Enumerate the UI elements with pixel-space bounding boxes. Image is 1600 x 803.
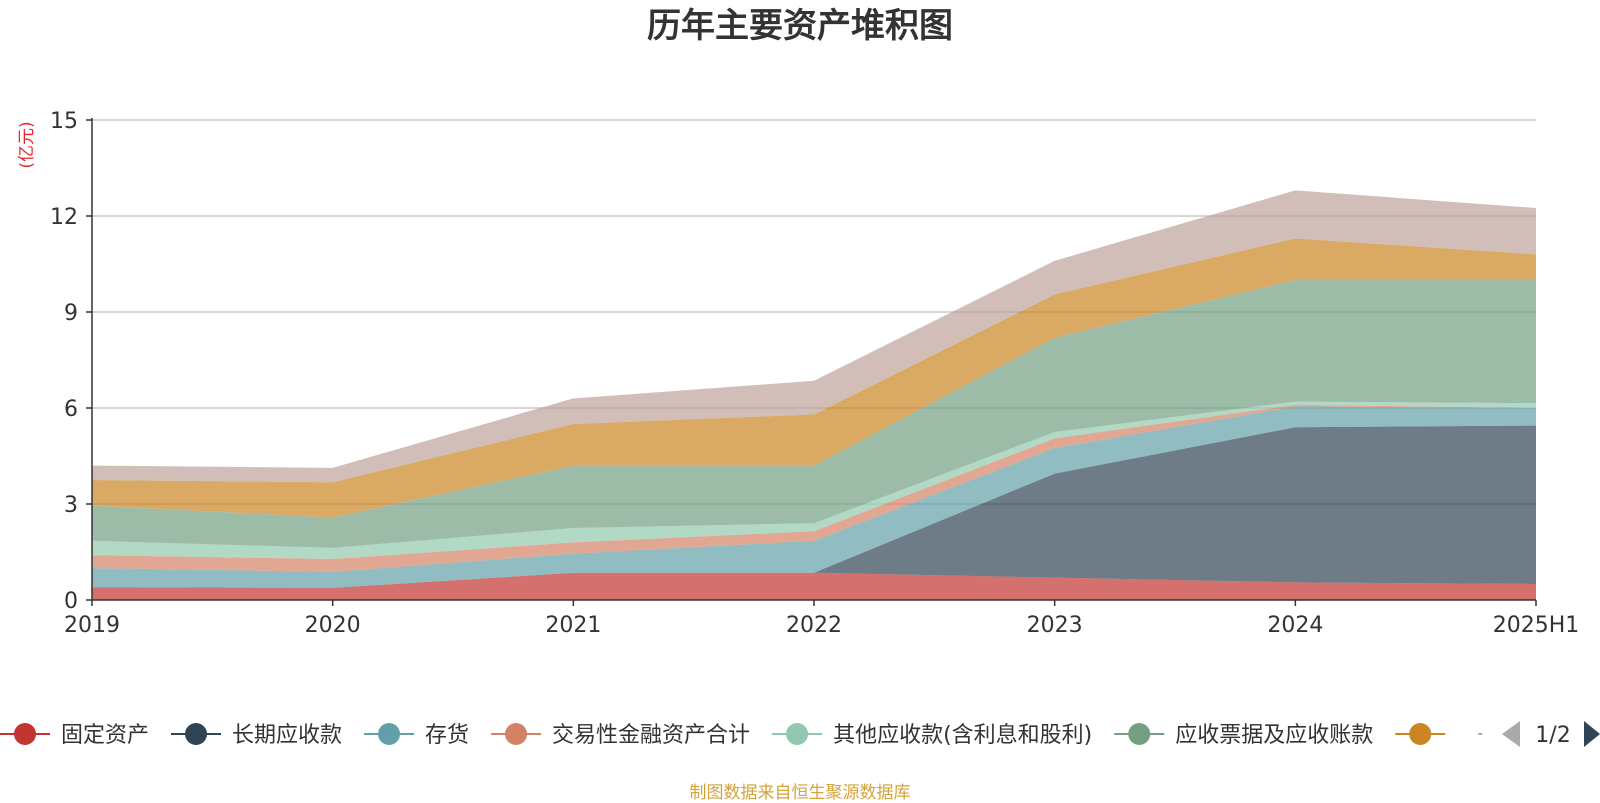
area-series-2 (92, 406, 1536, 588)
chart-title: 历年主要资产堆积图 (647, 6, 953, 46)
y-tick-label: 15 (50, 109, 78, 134)
legend-prev-page-icon[interactable] (1502, 721, 1520, 747)
area-series-5 (92, 280, 1536, 548)
y-tick-label: 12 (50, 205, 78, 230)
x-tick-label: 2023 (1027, 613, 1083, 638)
legend-label: 其他应收款(含利息和股利) (833, 723, 1092, 748)
legend-item-2[interactable]: 存货 (364, 723, 469, 748)
stacked-areas (92, 190, 1536, 600)
area-series-1 (92, 425, 1536, 588)
legend-marker (505, 723, 528, 745)
legend-label: 交易性金融资产合计 (552, 723, 750, 748)
x-tick-label: 2021 (545, 613, 601, 638)
x-tick-label: 2020 (305, 613, 361, 638)
legend-page-indicator: 1/2 (1535, 723, 1570, 748)
legend-item-0[interactable]: 固定资产 (0, 723, 149, 748)
legend-marker (786, 723, 809, 745)
legend-item-3[interactable]: 交易性金融资产合计 (491, 723, 750, 748)
legend-next-page-icon[interactable] (1584, 721, 1600, 747)
legend-label: 应收票据及应收账款 (1175, 723, 1373, 748)
y-tick-labels: 0 3 6 9 12 15 (50, 109, 78, 614)
x-tick-label: 2024 (1267, 613, 1323, 638)
area-series-3 (92, 404, 1536, 572)
legend-marker (185, 723, 208, 745)
legend-item-5[interactable]: 应收票据及应收账款 (1114, 723, 1373, 748)
legend-marker (378, 723, 401, 745)
x-tick-labels: 2019 2020 2021 2022 2023 2024 2025H1 (64, 600, 1579, 638)
legend-marker (1409, 723, 1432, 745)
x-tick-label: 2025H1 (1493, 613, 1580, 638)
legend-marker (1128, 723, 1151, 745)
legend-marker (14, 723, 36, 745)
y-tick-label: 0 (64, 589, 78, 614)
legend-item-1[interactable]: 长期应收款 (171, 723, 342, 748)
area-series-7 (92, 190, 1536, 483)
y-axis-label: (亿元) (17, 121, 37, 168)
legend-label: 存货 (425, 723, 469, 748)
area-series-6 (92, 238, 1536, 518)
legend-item-4[interactable]: 其他应收款(含利息和股利) (772, 723, 1092, 748)
legend-label: 长期应收款 (232, 723, 342, 748)
area-series-4 (92, 401, 1536, 560)
x-tick-label: 2019 (64, 613, 120, 638)
legend-items: 固定资产 长期应收款 存货 交易性金融资产合计 其他应收款(含利息和股利) 应收票据及应收… (0, 723, 1482, 748)
legend[interactable]: 固定资产 长期应收款 存货 交易性金融资产合计 其他应收款(含利息和股利) 应收票据及应收… (0, 721, 1600, 748)
legend-label: 固定资产 (61, 723, 149, 748)
area-series-0 (92, 572, 1536, 600)
data-source-note: 制图数据来自恒生聚源数据库 (689, 783, 911, 803)
legend-pager: 1/2 (1502, 721, 1600, 748)
y-tick-label: 3 (64, 493, 78, 518)
x-tick-label: 2022 (786, 613, 842, 638)
legend-item-6[interactable] (1395, 723, 1446, 745)
y-tick-label: 9 (64, 301, 78, 326)
y-tick-label: 6 (64, 397, 78, 422)
